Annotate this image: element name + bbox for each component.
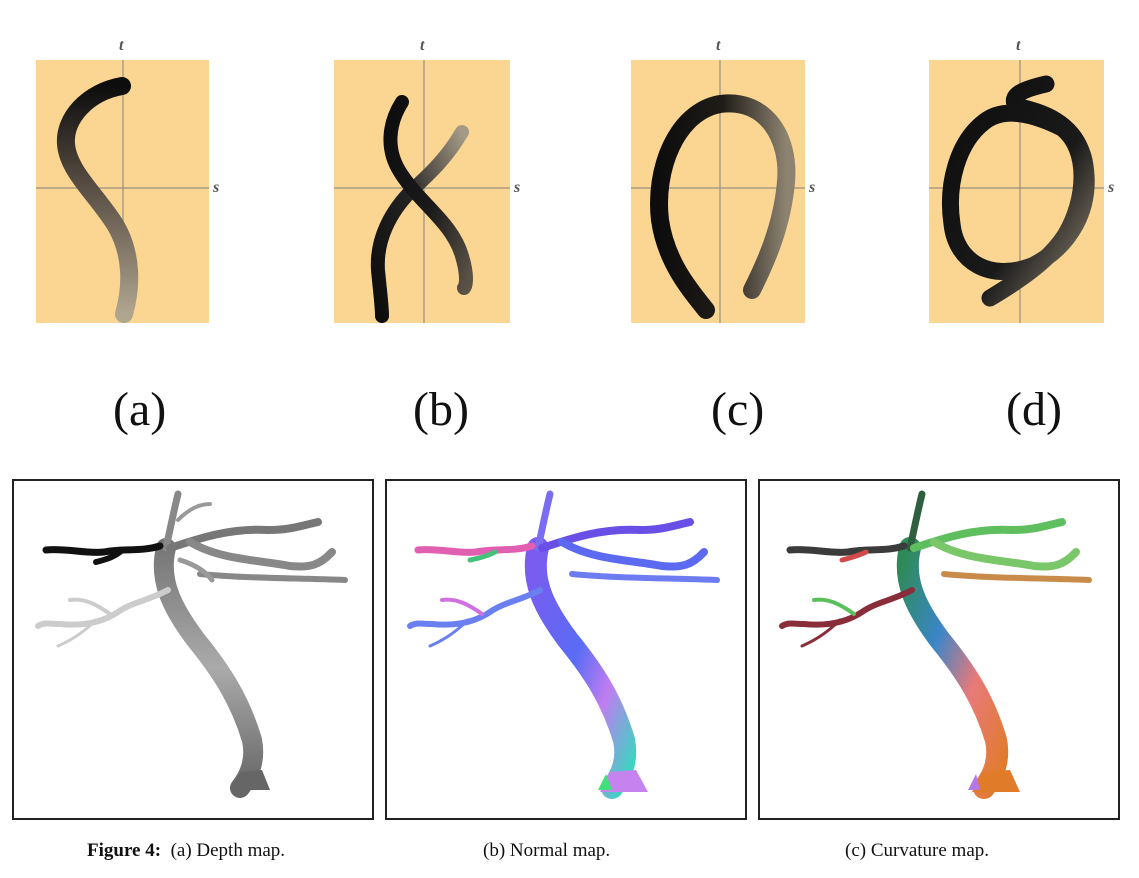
figure-caption: Figure 4: (a) Depth map. (87, 841, 285, 860)
figure-number: Figure 4: (87, 840, 162, 861)
panel-d-stroke (941, 75, 1095, 307)
panel-b-stroke-2 (370, 125, 469, 323)
panel-b-t-label: t (420, 37, 425, 54)
panel-d-s-label: s (1108, 179, 1115, 196)
label-d: (d) (1006, 383, 1062, 436)
panel-c-s-label: s (809, 179, 816, 196)
panel-a-stroke (56, 77, 139, 323)
caption-curvature-map: (c) Curvature map. (845, 840, 990, 861)
label-c: (c) (711, 383, 765, 436)
label-b: (b) (413, 383, 469, 436)
panel-c-stroke (650, 94, 796, 319)
panel-d-t-label: t (1016, 37, 1021, 54)
caption-depth-map: (a) Depth map. (170, 840, 286, 861)
panel-a-s-label: s (213, 179, 220, 196)
caption-normal-map: (b) Normal map. (483, 840, 611, 861)
panel-b-stroke-1 (383, 95, 473, 295)
panel-a-t-label: t (119, 37, 124, 54)
panel-b-s-label: s (514, 179, 521, 196)
label-a: (a) (113, 383, 167, 436)
panel-c-t-label: t (716, 37, 721, 54)
